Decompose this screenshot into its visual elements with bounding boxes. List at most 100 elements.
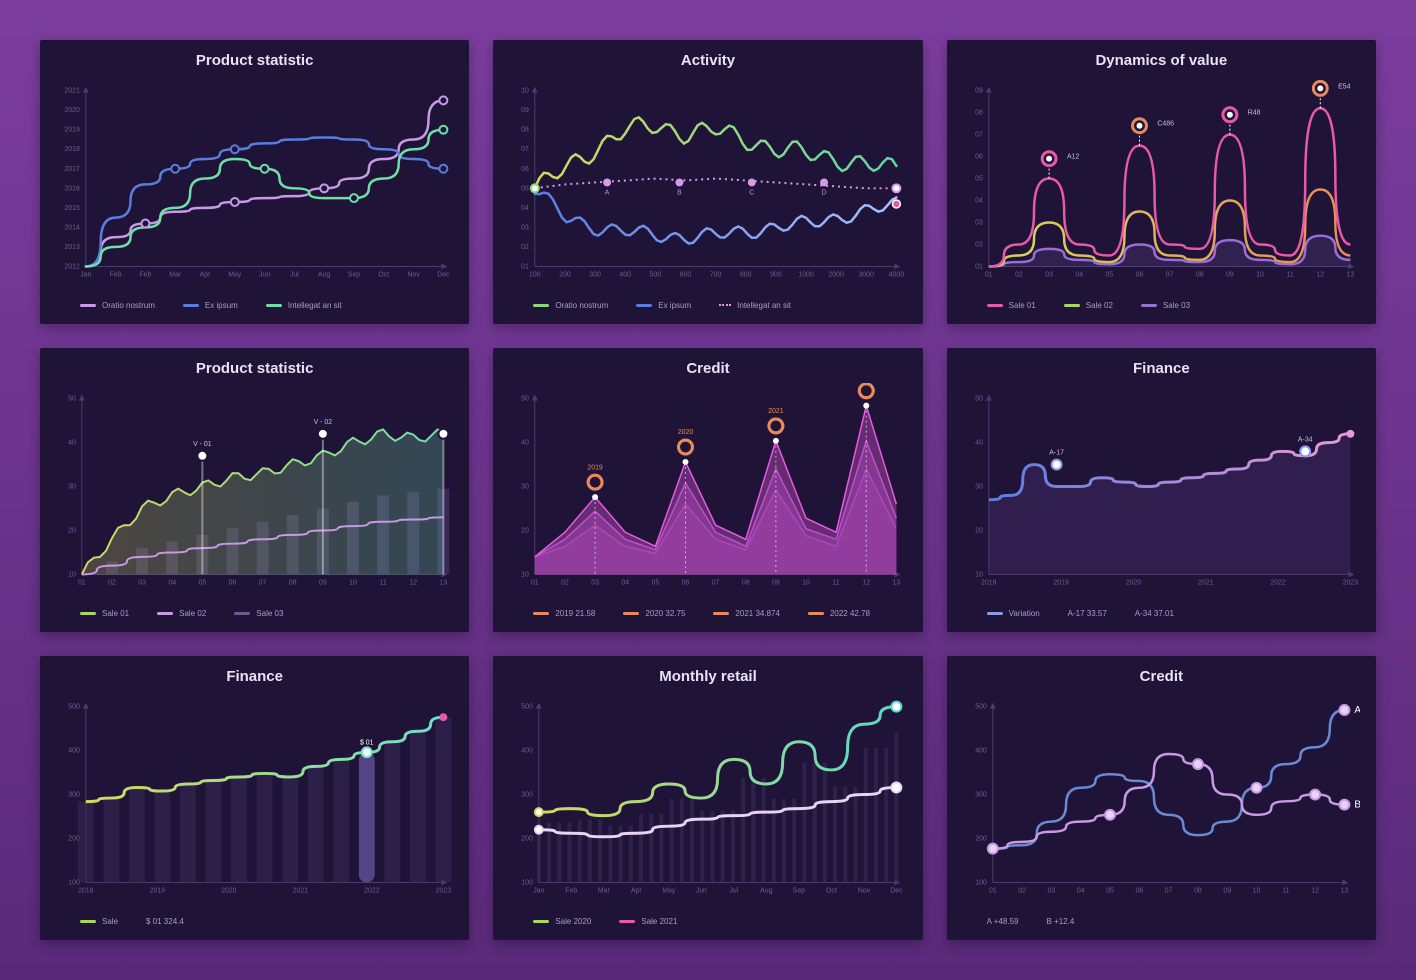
- chart-area: 100200300400500201820192020202120222023$…: [56, 691, 453, 911]
- svg-text:D: D: [822, 189, 827, 196]
- legend-item: B +12.4: [1046, 917, 1074, 926]
- svg-text:100: 100: [975, 879, 987, 886]
- svg-text:700: 700: [710, 271, 722, 278]
- chart-area: 0102030405060708091010020030040050060070…: [509, 75, 906, 295]
- svg-text:2022: 2022: [1270, 579, 1286, 586]
- legend-item: Sale 01: [80, 609, 129, 618]
- svg-text:2019: 2019: [1053, 579, 1069, 586]
- svg-text:06: 06: [229, 579, 237, 586]
- svg-text:09: 09: [319, 579, 327, 586]
- svg-text:09: 09: [975, 88, 983, 95]
- svg-text:Dec: Dec: [437, 271, 450, 278]
- svg-text:Jan: Jan: [534, 887, 545, 894]
- svg-text:May: May: [228, 271, 242, 278]
- svg-text:300: 300: [975, 792, 987, 799]
- chart-area: 1020304050010203040506070809101112132019…: [509, 383, 906, 603]
- svg-text:03: 03: [975, 219, 983, 226]
- svg-text:02: 02: [1018, 887, 1026, 894]
- svg-text:50: 50: [68, 396, 76, 403]
- svg-text:03: 03: [521, 224, 529, 231]
- svg-text:2015: 2015: [64, 205, 80, 212]
- svg-text:Feb: Feb: [110, 271, 122, 278]
- svg-text:May: May: [663, 887, 677, 894]
- legend-item: Sale 03: [234, 609, 283, 618]
- chart-card-monthly-retail: Monthly retail 100200300400500JanFebMarA…: [493, 656, 922, 940]
- chart-area: 102030405001020304050607080910111213V - …: [56, 383, 453, 603]
- svg-text:04: 04: [975, 198, 983, 205]
- svg-text:R48: R48: [1247, 110, 1260, 117]
- svg-text:07: 07: [259, 579, 267, 586]
- legend-item: Oratio nostrum: [533, 301, 608, 310]
- svg-text:Apr: Apr: [631, 887, 642, 894]
- svg-text:13: 13: [440, 579, 448, 586]
- svg-text:Sep: Sep: [793, 887, 805, 894]
- svg-text:Mar: Mar: [598, 887, 611, 894]
- svg-text:Feb: Feb: [139, 271, 151, 278]
- svg-text:06: 06: [975, 154, 983, 161]
- svg-text:30: 30: [975, 484, 983, 491]
- svg-text:2020: 2020: [221, 887, 237, 894]
- svg-text:01: 01: [78, 579, 86, 586]
- svg-text:13: 13: [893, 579, 901, 586]
- svg-text:A-34: A-34: [1298, 436, 1313, 443]
- legend-item: A-34 37.01: [1135, 609, 1174, 618]
- svg-text:02: 02: [1015, 271, 1023, 278]
- legend: Sale$ 01 324.4: [56, 917, 453, 926]
- svg-text:Aug: Aug: [761, 887, 773, 894]
- chart-title: Monthly retail: [509, 668, 906, 685]
- chart-card-credit-1: Credit 102030405001020304050607080910111…: [493, 348, 922, 632]
- chart-title: Finance: [56, 668, 453, 685]
- chart-title: Product statistic: [56, 52, 453, 69]
- svg-text:A: A: [1354, 705, 1360, 716]
- svg-text:B: B: [677, 189, 682, 196]
- svg-text:800: 800: [740, 271, 752, 278]
- legend: Oratio nostrumEx ipsumIntellegat an sit: [56, 301, 453, 310]
- svg-text:30: 30: [521, 484, 529, 491]
- svg-text:500: 500: [975, 704, 987, 711]
- svg-text:2013: 2013: [64, 244, 80, 251]
- svg-text:08: 08: [742, 579, 750, 586]
- svg-text:V - 01: V - 01: [193, 441, 212, 448]
- chart-card-product-statistic-1: Product statistic 2012201320142015201620…: [40, 40, 469, 324]
- svg-text:4000: 4000: [889, 271, 905, 278]
- svg-text:C486: C486: [1157, 121, 1174, 128]
- chart-card-finance-1: Finance 10203040502018201920202021202220…: [947, 348, 1376, 632]
- svg-text:2018: 2018: [64, 146, 80, 153]
- chart-title: Finance: [963, 360, 1360, 377]
- svg-text:Sep: Sep: [348, 271, 360, 278]
- svg-text:Apr: Apr: [200, 271, 211, 278]
- chart-title: Credit: [963, 668, 1360, 685]
- svg-text:12: 12: [863, 579, 871, 586]
- svg-text:05: 05: [198, 579, 206, 586]
- svg-text:2018: 2018: [981, 579, 997, 586]
- svg-text:Jun: Jun: [259, 271, 270, 278]
- svg-text:Dec: Dec: [891, 887, 904, 894]
- svg-text:50: 50: [975, 396, 983, 403]
- svg-text:05: 05: [652, 579, 660, 586]
- legend-item: Ex ipsum: [636, 301, 691, 310]
- svg-text:03: 03: [592, 579, 600, 586]
- svg-text:2017: 2017: [64, 166, 80, 173]
- svg-text:400: 400: [620, 271, 632, 278]
- svg-text:10: 10: [802, 579, 810, 586]
- svg-text:04: 04: [1077, 887, 1085, 894]
- svg-text:01: 01: [975, 263, 983, 270]
- svg-text:500: 500: [522, 704, 534, 711]
- svg-text:09: 09: [521, 107, 529, 114]
- svg-text:06: 06: [521, 166, 529, 173]
- svg-text:04: 04: [622, 579, 630, 586]
- svg-text:10: 10: [1256, 271, 1264, 278]
- legend-item: Sale: [80, 917, 118, 926]
- svg-text:C: C: [750, 189, 755, 196]
- legend: A +48.59B +12.4: [963, 917, 1360, 926]
- svg-text:13: 13: [1346, 271, 1354, 278]
- svg-text:04: 04: [1075, 271, 1083, 278]
- svg-text:09: 09: [772, 579, 780, 586]
- svg-text:12: 12: [1311, 887, 1319, 894]
- svg-text:01: 01: [985, 271, 993, 278]
- svg-text:07: 07: [1164, 887, 1172, 894]
- svg-text:Jun: Jun: [696, 887, 707, 894]
- chart-area: 100200300400500JanFebMarAprMayJunJulAugS…: [509, 691, 906, 911]
- svg-text:07: 07: [1165, 271, 1173, 278]
- svg-text:05: 05: [1105, 271, 1113, 278]
